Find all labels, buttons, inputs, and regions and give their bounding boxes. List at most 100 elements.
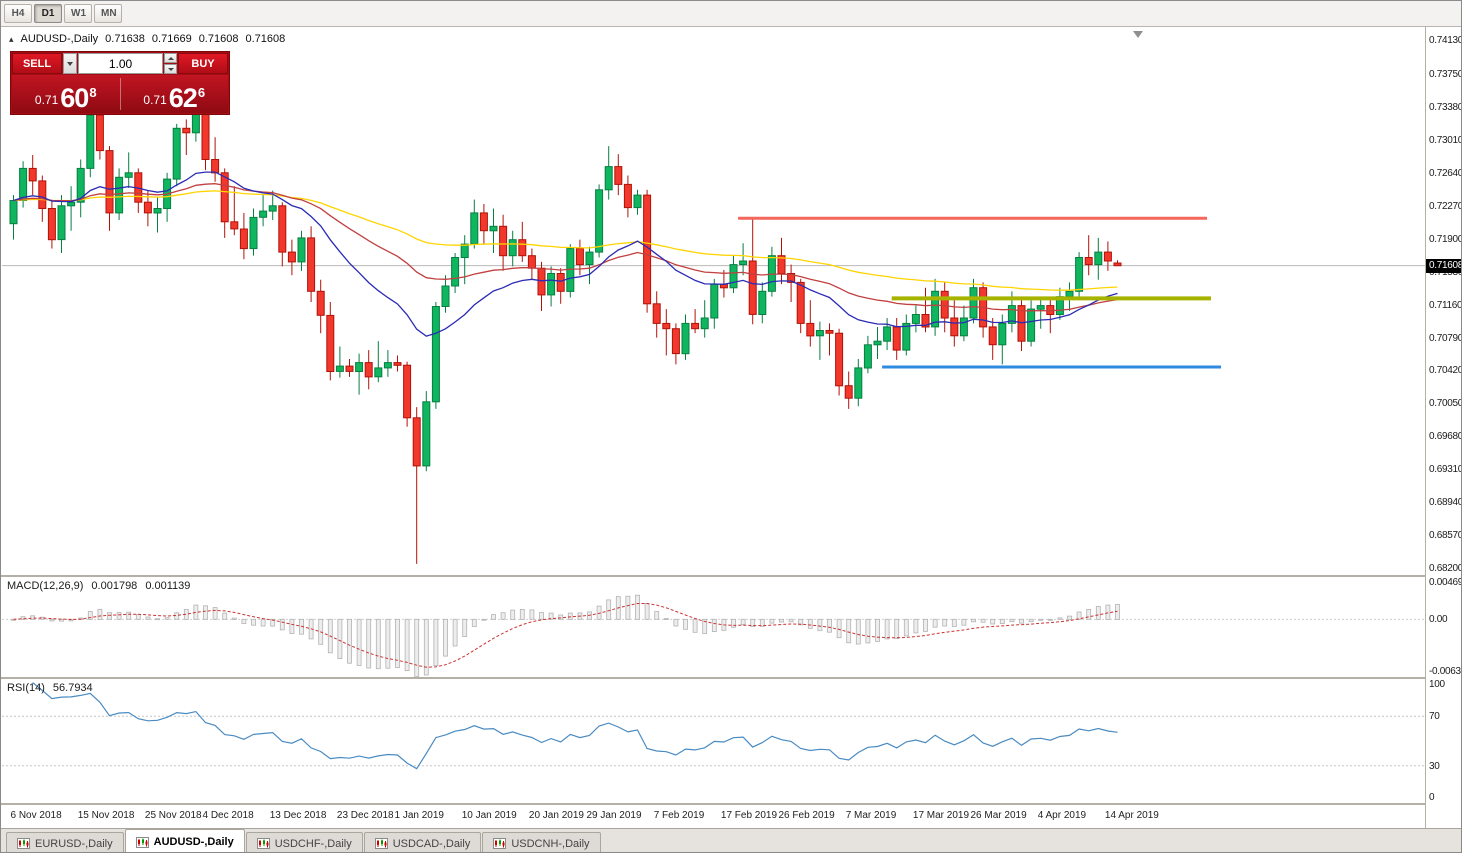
ma-red-line[interactable] — [13, 183, 1118, 312]
macd-histogram-bar — [1086, 609, 1092, 620]
macd-histogram-bar — [625, 595, 631, 620]
candle-body — [652, 303, 661, 324]
macd-histogram-bar — [279, 618, 285, 631]
price-axis-label: 0.70050 — [1429, 398, 1462, 410]
collapse-arrow-icon[interactable]: ▴ — [9, 33, 14, 44]
candle-body — [1065, 290, 1074, 298]
candle-body — [806, 322, 815, 337]
candle-body — [623, 183, 632, 209]
buy-price-point: 6 — [197, 85, 206, 100]
date-axis-label: 17 Feb 2019 — [720, 810, 778, 821]
pane-splitter[interactable] — [1, 575, 1461, 577]
chart-tab-usdchf[interactable]: USDCHF-,Daily — [245, 832, 363, 852]
macd-histogram-bar — [462, 618, 468, 637]
timeframe-toolbar: H4 D1 W1 MN — [1, 1, 1461, 27]
candle-body — [835, 332, 844, 387]
buy-button[interactable]: BUY — [178, 53, 228, 74]
candle-body — [988, 326, 997, 346]
rsi-axis-label: 0 — [1429, 792, 1435, 803]
macd-histogram-bar — [779, 618, 784, 623]
macd-histogram-bar — [999, 618, 1005, 624]
chart-tab-eurusd[interactable]: EURUSD-,Daily — [6, 832, 124, 852]
candle-body — [575, 248, 584, 266]
rsi-pane[interactable]: RSI(14) 56.7934 — [2, 679, 1425, 803]
timeframe-w1-button[interactable]: W1 — [64, 4, 92, 23]
date-axis-label: 7 Mar 2019 — [845, 810, 897, 821]
macd-histogram-bar — [1105, 604, 1111, 620]
chart-tab-icon — [256, 838, 270, 849]
candle-body — [1027, 308, 1036, 342]
ma-yellow-line[interactable] — [13, 190, 1118, 291]
volume-increase-button[interactable] — [164, 53, 177, 63]
macd-histogram-bar — [241, 618, 247, 624]
volume-dropdown-button[interactable] — [63, 53, 77, 74]
volume-input[interactable] — [78, 53, 163, 74]
timeframe-d1-button[interactable]: D1 — [34, 4, 62, 23]
macd-histogram-bar — [558, 614, 564, 620]
caret-down-icon — [167, 67, 174, 71]
timeframe-mn-button[interactable]: MN — [94, 4, 122, 23]
candle-body — [239, 228, 248, 250]
price-axis[interactable]: 0.71608 0.74130 0.73750 0.73380 0.73010 0.72… — [1425, 27, 1462, 828]
candle-body — [748, 260, 757, 315]
candle-body — [326, 314, 335, 372]
sell-button[interactable]: SELL — [12, 53, 62, 74]
macd-histogram-bar — [711, 618, 717, 632]
sell-price[interactable]: 0.71 60 8 — [12, 75, 120, 113]
candle-body — [921, 314, 930, 328]
chart-tab-label: USDCHF-,Daily — [274, 837, 352, 850]
candle-body — [902, 322, 911, 351]
macd-histogram-bar — [990, 618, 996, 625]
candle-body — [873, 340, 882, 346]
chart-tab-usdcad[interactable]: USDCAD-,Daily — [363, 832, 482, 852]
candle-body — [911, 314, 920, 324]
macd-value-signal: 0.001139 — [145, 580, 191, 592]
candle-body — [124, 172, 133, 178]
macd-signal-line — [13, 603, 1118, 668]
pane-splitter[interactable] — [1, 803, 1461, 805]
date-axis-label: 26 Mar 2019 — [970, 810, 1027, 821]
macd-histogram-bar — [923, 618, 928, 632]
chart-shift-marker[interactable] — [1133, 31, 1143, 38]
price-axis-label: 0.69680 — [1429, 431, 1462, 443]
buy-price-prefix: 0.71 — [143, 93, 167, 107]
macd-name: MACD(12,26,9) — [7, 580, 84, 592]
rsi-label: RSI(14) 56.7934 — [7, 682, 93, 694]
macd-histogram-bar — [865, 618, 871, 644]
macd-pane[interactable]: MACD(12,26,9) 0.001798 0.001139 — [2, 577, 1425, 677]
current-price-badge: 0.71608 — [1426, 258, 1461, 273]
sell-price-pips: 60 — [60, 82, 89, 113]
chart-tab-usdcnh[interactable]: USDCNH-,Daily — [482, 832, 601, 852]
timeframe-h4-button[interactable]: H4 — [4, 4, 32, 23]
time-axis[interactable]: 6 Nov 2018 15 Nov 2018 25 Nov 2018 4 Dec 20… — [2, 805, 1425, 828]
candle-body — [518, 239, 527, 257]
macd-histogram-bar — [846, 618, 852, 644]
chart-tab-audusd[interactable]: AUDUSD-,Daily — [124, 829, 245, 852]
chart-tab-bar: EURUSD-,Daily AUDUSD-,Daily USDCHF-,Dail… — [1, 828, 1461, 852]
candle-body — [297, 237, 306, 263]
candle-body — [355, 362, 364, 373]
date-axis-label: 14 Apr 2019 — [1104, 810, 1159, 821]
price-divider — [119, 78, 121, 110]
volume-decrease-button[interactable] — [164, 64, 177, 74]
candle-body — [739, 260, 748, 266]
macd-histogram-bar — [395, 618, 400, 668]
pane-splitter[interactable] — [1, 677, 1461, 679]
buy-price[interactable]: 0.71 62 6 — [121, 75, 229, 113]
macd-histogram-bar — [942, 618, 948, 627]
chart-tab-label: USDCAD-,Daily — [392, 837, 471, 850]
candle-body — [787, 273, 796, 283]
macd-histogram-bar — [145, 616, 151, 620]
candle-body — [95, 114, 104, 152]
price-axis-label: 0.68570 — [1429, 530, 1462, 542]
candle-body — [249, 216, 258, 250]
chart-tab-icon — [17, 838, 30, 849]
macd-histogram-bar — [212, 607, 218, 620]
candle-body — [825, 330, 834, 334]
candle-body — [364, 362, 373, 378]
price-chart-pane[interactable]: ▴ AUDUSD-,Daily 0.71638 0.71669 0.71608 … — [2, 29, 1425, 575]
caret-down-icon — [67, 61, 73, 66]
candle-body — [28, 167, 37, 182]
ma-blue-line[interactable] — [13, 171, 1118, 337]
macd-histogram-bar — [414, 618, 420, 677]
